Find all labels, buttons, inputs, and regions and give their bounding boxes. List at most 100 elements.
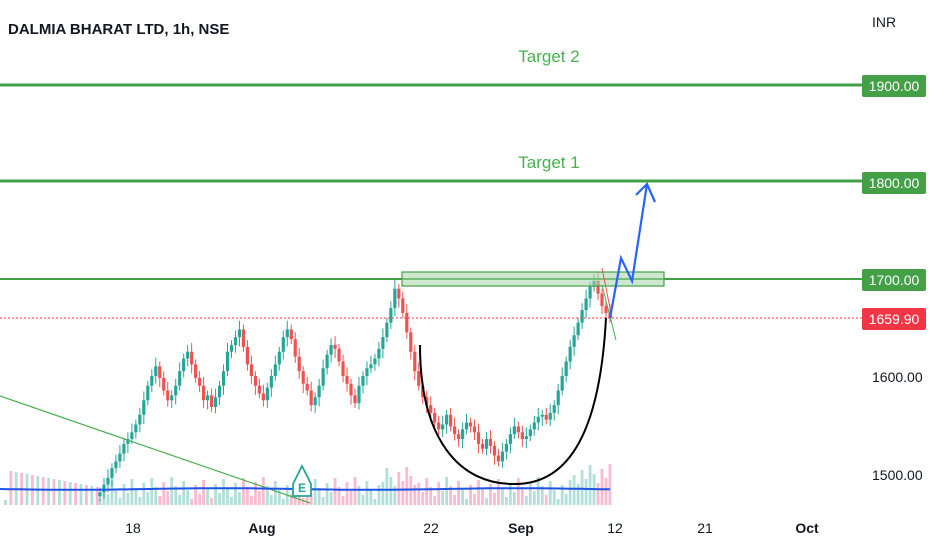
y-tick-1500: 1500.00 (872, 467, 923, 483)
candle-body (253, 376, 257, 386)
volume-bar (238, 492, 241, 505)
volume-bar (230, 497, 233, 505)
candle-body (425, 397, 429, 406)
volume-bar (457, 481, 460, 505)
candle-body (142, 400, 146, 415)
cup-curve (419, 317, 607, 486)
volume-bar (405, 467, 409, 505)
candle-body (365, 368, 369, 376)
volume-bar (572, 475, 576, 505)
price-tag-1700: 1700.00 (862, 269, 926, 291)
candle-body (492, 445, 497, 456)
candle-body (528, 429, 532, 437)
volume-bar (576, 484, 580, 505)
volume-bar (608, 464, 612, 505)
candle-body (456, 434, 461, 440)
candle-body (285, 329, 289, 338)
candle-body (162, 377, 166, 391)
candle-body (484, 439, 489, 449)
candle-body (500, 451, 505, 462)
volume-bar (497, 479, 500, 505)
volume-bar (409, 476, 413, 505)
volume-bar (548, 481, 552, 505)
candle-body (233, 337, 238, 345)
volume-bar (465, 499, 468, 505)
volume-bar (242, 478, 245, 505)
candle-body (201, 385, 206, 401)
volume-bar (568, 480, 572, 505)
resistance-zone[interactable] (401, 271, 665, 287)
volume-bar (313, 479, 317, 505)
candle-body (186, 351, 190, 359)
target-1-label: Target 1 (518, 153, 579, 172)
volume-bar (142, 483, 146, 505)
volume-bar (441, 491, 445, 505)
candle-body (198, 377, 202, 386)
candle-body (433, 412, 437, 423)
candle-body (329, 344, 333, 355)
projected-path (608, 183, 649, 319)
volume-bar (540, 486, 544, 505)
volume-bar (79, 484, 83, 505)
candle-body (154, 366, 158, 376)
candle-body (110, 468, 114, 478)
candle-body (596, 280, 600, 294)
volume-bar (477, 480, 480, 505)
candle-body (389, 308, 393, 323)
x-tick-sep: Sep (508, 520, 534, 536)
candle-body (353, 395, 357, 404)
handle-line-upper (601, 267, 613, 319)
volume-bar (528, 482, 532, 505)
candle-body (496, 455, 501, 462)
volume-bar (377, 485, 381, 505)
currency-label: INR (872, 14, 896, 30)
candle-body (321, 368, 325, 386)
volume-bar (126, 493, 130, 505)
volume-bar (134, 488, 138, 505)
volume-bar (385, 468, 389, 505)
volume-bar (449, 486, 453, 505)
earnings-marker[interactable]: E (292, 463, 312, 497)
candle-body (576, 322, 580, 336)
candle-body (453, 426, 457, 435)
volume-bar (349, 491, 353, 505)
volume-bar (493, 493, 496, 505)
candle-body (512, 426, 516, 435)
volume-bar (588, 465, 592, 505)
volume-bar (508, 483, 512, 505)
y-tick-1600: 1600.00 (872, 369, 923, 385)
candle-body (305, 383, 309, 391)
volume-bar (114, 489, 118, 505)
candle-body (166, 390, 170, 401)
volume-bar (257, 491, 261, 505)
volume-bar (417, 483, 421, 505)
volume-bar (469, 485, 472, 505)
volume-bar (437, 482, 441, 505)
volume-bar (273, 481, 277, 505)
candle-body (221, 371, 226, 386)
volume-bar (501, 488, 504, 505)
volume-bar (337, 487, 341, 505)
volume-bar (489, 484, 492, 505)
volume-bar (85, 485, 88, 505)
price-tag-1700-text: 1700.00 (869, 272, 920, 288)
candle-body (269, 376, 273, 388)
candle-body (361, 376, 365, 386)
candle-body (194, 364, 198, 378)
volume-bar (190, 499, 194, 505)
price-tag-1800-text: 1800.00 (869, 175, 920, 191)
candle-body (437, 422, 441, 430)
candle-body (572, 335, 576, 347)
candle-body (146, 385, 150, 401)
candle-body (325, 354, 329, 369)
volume-bar (98, 499, 102, 505)
volume-bar (325, 483, 329, 505)
volume-bar (198, 494, 202, 505)
volume-bar (4, 500, 7, 505)
volume-bar (357, 486, 361, 505)
candle-body (472, 426, 477, 433)
volume-bar (186, 490, 190, 505)
candle-body (341, 361, 345, 376)
volume-bar (269, 495, 273, 505)
